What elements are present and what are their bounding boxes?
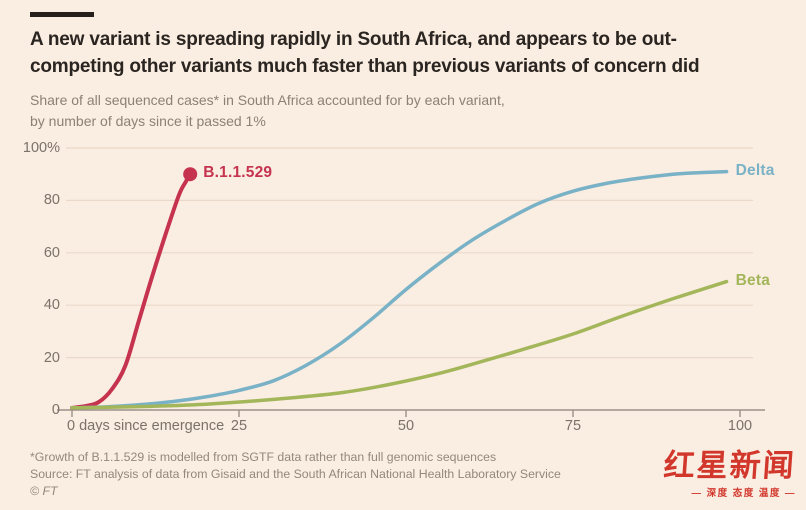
series-end-marker-B.1.1.529 (183, 167, 198, 182)
chart-footer: *Growth of B.1.1.529 is modelled from SG… (30, 449, 561, 501)
source-text: Source: FT analysis of data from Gisaid … (30, 467, 561, 482)
copyright-text: © FT (30, 484, 58, 499)
red-star-news-tagline: — 深度 态度 温度 — (691, 488, 796, 499)
footnote-text: *Growth of B.1.1.529 is modelled from SG… (30, 450, 497, 464)
red-star-news-logo: 红星新闻 (662, 448, 798, 484)
title-rule (30, 12, 94, 17)
series-line-B.1.1.529 (70, 172, 193, 410)
chart-title: A new variant is spreading rapidly in So… (30, 29, 700, 77)
chart-subtitle: Share of all sequenced cases* in South A… (30, 92, 505, 129)
series-line-Beta (70, 279, 729, 410)
series-line-Delta (70, 169, 729, 410)
